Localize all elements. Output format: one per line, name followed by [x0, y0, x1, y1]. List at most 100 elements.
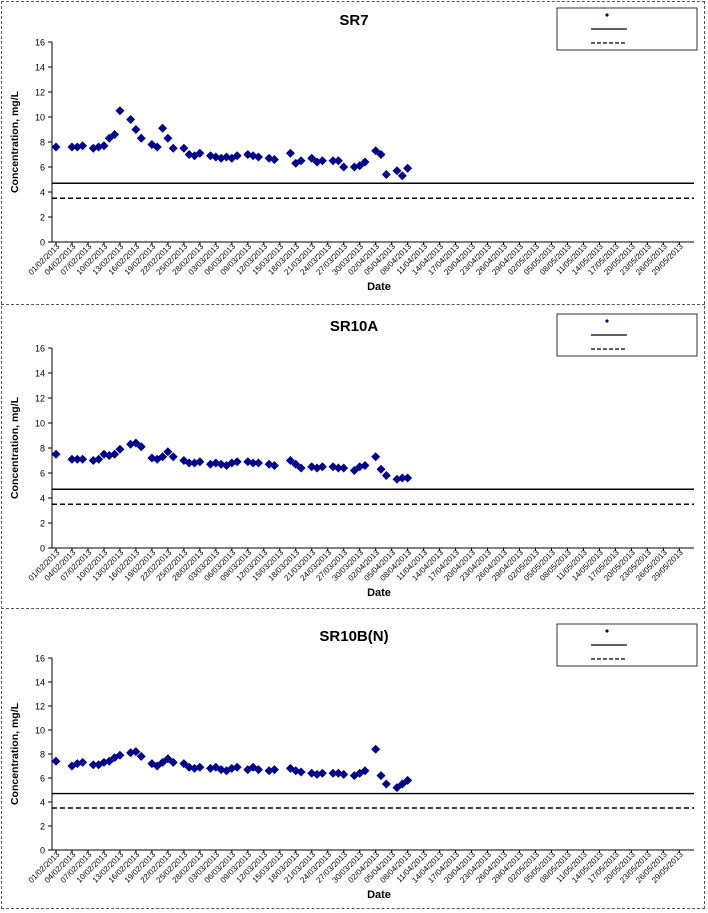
data-point: [403, 163, 413, 173]
data-point: [296, 463, 306, 473]
data-point: [328, 768, 338, 778]
y-tick-label: 0: [40, 846, 45, 856]
y-tick-label: 10: [35, 419, 45, 429]
data-point: [232, 457, 242, 467]
data-point: [381, 170, 391, 179]
y-axis-label: Concentration, mg/L: [9, 702, 21, 805]
data-point: [355, 161, 365, 171]
y-axis-label: Concentration, mg/L: [9, 90, 21, 193]
data-point: [248, 458, 258, 468]
data-point: [51, 142, 61, 152]
chart-title: SR10B(N): [319, 628, 388, 645]
data-point: [317, 462, 327, 472]
data-point: [67, 454, 77, 464]
y-tick-label: 8: [40, 138, 45, 148]
data-point: [333, 463, 343, 473]
data-point: [392, 166, 402, 176]
data-point: [264, 766, 274, 776]
data-point: [131, 125, 141, 134]
legend-box: [556, 7, 698, 51]
data-point: [126, 115, 136, 124]
data-point: [195, 762, 205, 772]
data-point: [179, 143, 189, 153]
data-point: [195, 457, 205, 467]
data-point: [269, 155, 279, 164]
data-point: [371, 452, 381, 462]
data-point: [376, 150, 386, 159]
data-point: [136, 133, 146, 143]
chart-title: SR7: [339, 12, 368, 29]
data-point: [232, 762, 242, 772]
legend-marker-diamond: [605, 319, 609, 323]
data-point: [371, 146, 381, 156]
data-point: [333, 156, 343, 166]
y-tick-label: 6: [40, 163, 45, 173]
data-point: [78, 141, 88, 151]
data-point: [211, 762, 221, 772]
data-point: [115, 106, 125, 116]
y-tick-label: 2: [40, 822, 45, 832]
data-point: [110, 449, 120, 459]
data-point: [253, 765, 263, 775]
data-point: [381, 779, 391, 789]
data-point: [403, 775, 413, 785]
y-tick-label: 12: [35, 88, 45, 98]
data-point: [163, 447, 173, 457]
data-point: [381, 471, 391, 480]
legend: [556, 623, 698, 667]
data-point: [403, 473, 413, 483]
data-point: [51, 756, 61, 766]
data-point: [360, 157, 370, 167]
data-point: [285, 148, 295, 158]
legend: [556, 7, 698, 51]
y-tick-label: 0: [40, 238, 45, 248]
chart-panel-sr10bn: SR10B(N) 0 2 4 6 8 10 12 14 16 Concentration, mg/L…: [1, 610, 707, 908]
data-point: [110, 753, 120, 763]
data-point: [376, 464, 386, 474]
legend-marker-diamond: [605, 13, 609, 17]
data-point: [115, 444, 125, 454]
data-point: [158, 452, 168, 462]
data-point: [349, 466, 359, 475]
data-point: [136, 442, 146, 452]
data-point: [67, 142, 77, 152]
y-tick-label: 16: [35, 654, 45, 664]
data-point: [307, 153, 317, 163]
data-point: [168, 757, 178, 767]
x-axis-label: Date: [367, 587, 391, 599]
data-point: [397, 473, 407, 483]
data-point: [110, 130, 120, 139]
data-point: [333, 768, 343, 778]
panel-divider: [1, 304, 705, 305]
y-tick-label: 0: [40, 544, 45, 554]
data-point: [349, 771, 359, 781]
data-point: [339, 769, 349, 779]
data-point: [285, 763, 295, 773]
y-tick-label: 16: [35, 38, 45, 48]
data-point: [371, 744, 381, 754]
chart-sr10bn: SR10B(N) 0 2 4 6 8 10 12 14 16 Concentration, mg/L…: [9, 623, 698, 901]
data-point: [269, 461, 279, 470]
y-tick-label: 4: [40, 798, 45, 808]
y-tick-label: 2: [40, 213, 45, 223]
data-point: [253, 458, 263, 468]
y-tick-label: 12: [35, 394, 45, 404]
data-point: [317, 768, 327, 778]
data-point: [94, 760, 104, 770]
data-point: [285, 456, 295, 465]
data-point: [339, 463, 349, 473]
data-point: [168, 452, 178, 462]
data-point: [131, 747, 141, 757]
x-axis-label: Date: [367, 281, 391, 293]
data-point: [296, 767, 306, 777]
data-point: [360, 461, 370, 470]
y-tick-label: 10: [35, 113, 45, 123]
data-point: [376, 771, 386, 781]
data-point: [99, 141, 109, 151]
data-point: [115, 750, 125, 760]
data-point: [195, 148, 205, 158]
data-point: [307, 768, 317, 778]
